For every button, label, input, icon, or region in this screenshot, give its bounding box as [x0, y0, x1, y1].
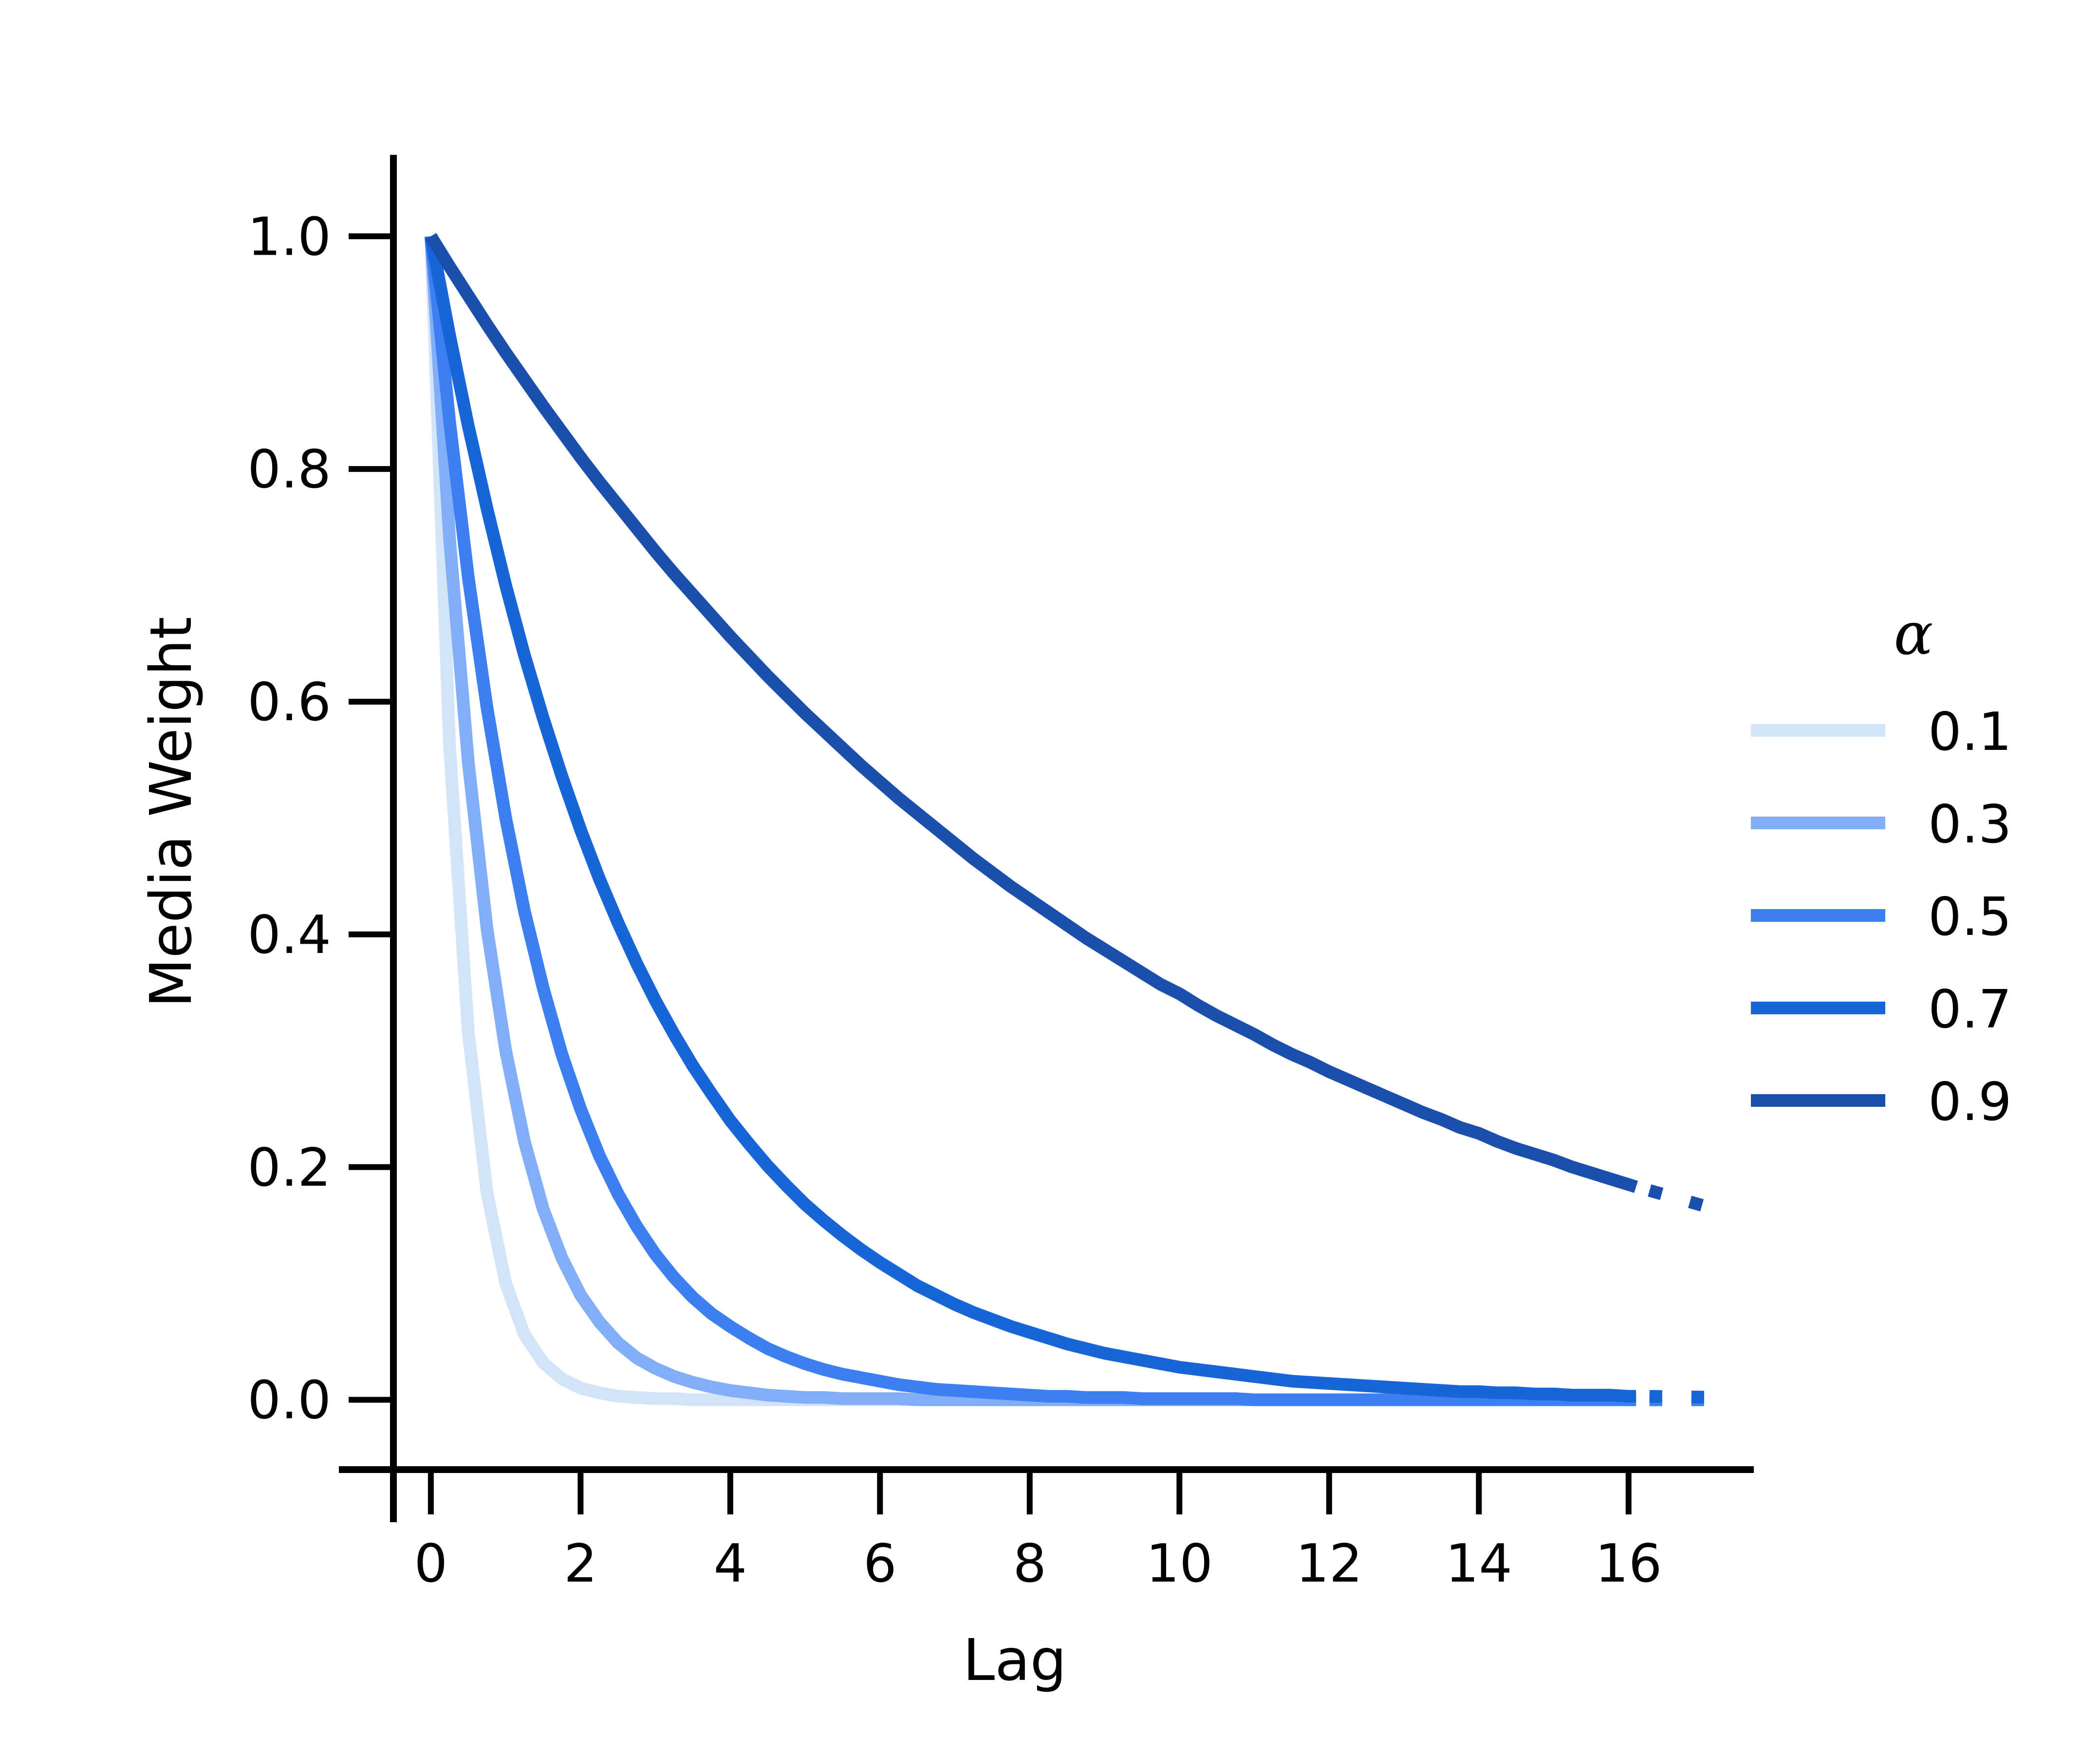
legend-label-0-9: 0.9: [1928, 1072, 2012, 1133]
legend-entry-0-1[interactable]: 0.1: [1751, 702, 2012, 763]
x-tick-label-5: 10: [1146, 1533, 1213, 1594]
y-tick-label-4: 0.8: [247, 439, 331, 500]
x-axis-ticks: [427, 1470, 1632, 1514]
legend-entry-0-5[interactable]: 0.5: [1751, 887, 2012, 948]
series-layer: [424, 233, 1709, 1406]
x-tick-label-2: 4: [713, 1533, 747, 1594]
x-tick-label-3: 6: [863, 1533, 897, 1594]
series-alpha-0-7: [425, 235, 1708, 1404]
series-dotted-extension-0-9: [1648, 1184, 1709, 1213]
x-tick-label-1: 2: [564, 1533, 597, 1594]
legend-title: α: [1894, 600, 1933, 668]
y-axis-title: Media Weight: [137, 616, 204, 1007]
x-tick-label-6: 12: [1296, 1533, 1362, 1594]
legend: α 0.1 0.3 0.5 0.7 0.9: [1751, 600, 2012, 1133]
y-tick-label-5: 1.0: [247, 206, 331, 267]
x-axis-title: Lag: [963, 1626, 1067, 1694]
y-tick-label-2: 0.4: [247, 905, 331, 966]
legend-label-0-7: 0.7: [1928, 979, 2012, 1040]
series-line-0-9: [425, 233, 1638, 1193]
series-line-0-5: [424, 235, 1636, 1406]
legend-label-0-5: 0.5: [1928, 887, 2012, 948]
series-line-0-7: [425, 235, 1636, 1403]
legend-label-0-3: 0.3: [1928, 794, 2012, 855]
series-dotted-extension-0-7: [1649, 1390, 1708, 1404]
y-tick-label-3: 0.6: [247, 672, 331, 733]
x-axis-tick-labels: 0 2 4 6 8 10 12 14 16: [414, 1533, 1662, 1594]
legend-entry-0-7[interactable]: 0.7: [1751, 979, 2012, 1040]
x-tick-label-7: 14: [1446, 1533, 1512, 1594]
y-tick-label-1: 0.2: [247, 1138, 331, 1198]
y-axis-ticks: [349, 233, 393, 1403]
series-alpha-0-9: [425, 233, 1709, 1213]
legend-entry-0-9[interactable]: 0.9: [1751, 1072, 2012, 1133]
x-tick-label-8: 16: [1595, 1533, 1662, 1594]
x-tick-label-0: 0: [414, 1533, 448, 1594]
legend-label-0-1: 0.1: [1928, 702, 2012, 763]
y-tick-label-0: 0.0: [247, 1370, 331, 1431]
x-tick-label-4: 8: [1013, 1533, 1046, 1594]
legend-entry-0-3[interactable]: 0.3: [1751, 794, 2012, 855]
legend-entries: 0.1 0.3 0.5 0.7 0.9: [1751, 702, 2012, 1133]
y-axis-tick-labels: 0.0 0.2 0.4 0.6 0.8 1.0: [247, 206, 331, 1431]
